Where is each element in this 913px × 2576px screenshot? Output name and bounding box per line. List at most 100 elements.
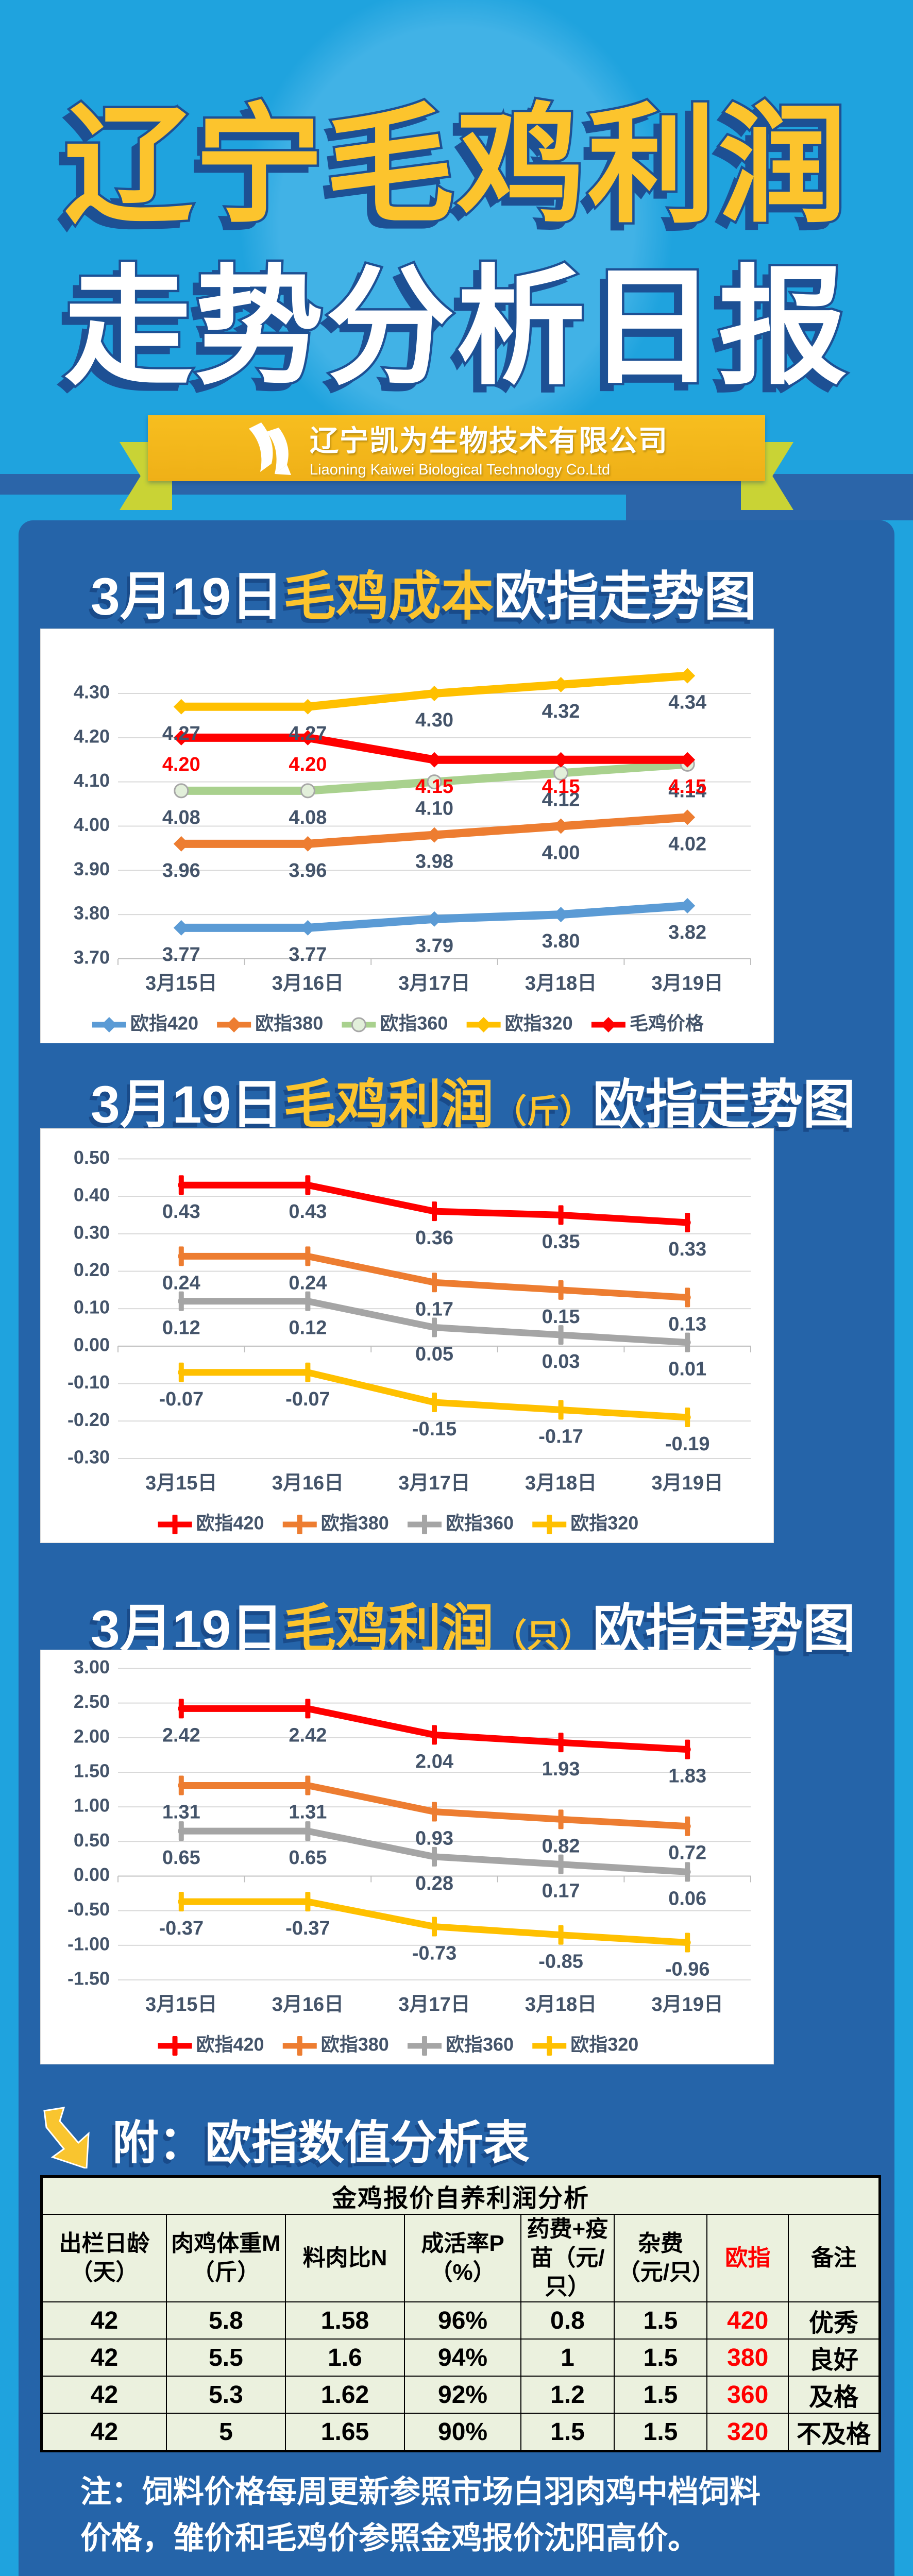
table-cell-r2c5: 1.5 <box>613 2376 708 2414</box>
legend-label: 欧指420 <box>196 1513 264 1534</box>
data-label: 1.93 <box>542 1758 580 1780</box>
table-header-col7: 备注 <box>788 2214 881 2302</box>
series-marker <box>427 911 442 927</box>
page-title-line1: 辽宁毛鸡利润 <box>62 92 850 240</box>
series-marker <box>685 1739 690 1759</box>
table-header-col6: 欧指 <box>706 2214 789 2302</box>
table-cell-r3c1: 5 <box>165 2413 286 2452</box>
x-tick-label: 3月19日 <box>651 973 723 994</box>
analysis-table-wrap: 金鸡报价自养利润分析 出栏日龄（天） 肉鸡体重M（斤） 料肉比N 成活率P（%） 药费+疫… <box>40 2175 881 2452</box>
series-marker <box>300 920 316 936</box>
series-marker <box>558 1205 564 1225</box>
data-label: 4.08 <box>289 807 327 828</box>
series-marker <box>685 1408 690 1428</box>
data-label: 0.12 <box>162 1317 200 1339</box>
data-label: 4.15 <box>542 776 580 798</box>
y-tick-label: -1.00 <box>67 1933 110 1954</box>
series-marker <box>427 686 442 701</box>
data-label: 0.43 <box>289 1201 327 1223</box>
series-marker <box>178 1892 184 1912</box>
data-label: 4.08 <box>162 807 200 828</box>
data-label: 0.12 <box>289 1317 327 1339</box>
data-label: 0.24 <box>289 1272 327 1294</box>
data-label: -0.37 <box>159 1918 204 1939</box>
series-marker <box>685 1933 690 1953</box>
data-label: 0.36 <box>415 1227 453 1249</box>
table-cell-r0c7: 优秀 <box>788 2301 881 2340</box>
series-marker <box>685 1212 690 1232</box>
legend-item: 欧指380 <box>282 2034 389 2056</box>
series-marker <box>558 1400 564 1420</box>
section-header-profit-bird: 3月19日毛鸡利润（只）欧指走势图 <box>91 1587 855 1663</box>
series-marker <box>305 1291 311 1311</box>
table-cell-r3c0: 42 <box>41 2413 167 2452</box>
x-tick-label: 3月16日 <box>272 1994 344 2015</box>
series-marker <box>432 1917 437 1937</box>
section2-highlight: 毛鸡利润 <box>283 1075 494 1134</box>
data-label: 0.01 <box>668 1359 706 1380</box>
chart-card-cost: 4.30 4.20 4.10 4.00 3.90 3.80 3.70 3.77 3.77 3.79… <box>40 629 774 1043</box>
series-marker <box>427 774 442 790</box>
series-marker <box>300 783 315 799</box>
chart-card-profit-bird: 3.00 2.50 2.00 1.50 1.00 0.50 0.00 -0.50 -1.00 -1… <box>40 1650 774 2064</box>
data-label: 2.42 <box>162 1724 200 1746</box>
series-marker <box>600 1017 616 1032</box>
data-label: -0.96 <box>665 1958 710 1980</box>
table-cell-r3c3: 90% <box>403 2413 522 2452</box>
data-label: -0.37 <box>285 1918 330 1939</box>
x-tick-label: 3月15日 <box>145 1472 217 1494</box>
data-label: 3.80 <box>542 930 580 952</box>
series-marker <box>432 1802 437 1822</box>
legend-label: 欧指360 <box>380 1013 448 1034</box>
series-marker <box>558 1280 564 1300</box>
data-label: 2.42 <box>289 1724 327 1746</box>
series-marker <box>305 1892 311 1912</box>
appendix-header: 附：欧指数值分析表 <box>39 2105 530 2172</box>
y-tick-label: 0.50 <box>74 1829 110 1851</box>
data-label: 4.30 <box>415 709 453 731</box>
legend-label: 欧指420 <box>196 2034 264 2055</box>
series-marker <box>685 1862 690 1882</box>
legend-label: 欧指420 <box>130 1013 198 1034</box>
series-marker <box>178 1699 184 1719</box>
table-cell-r1c5: 1.5 <box>613 2338 708 2377</box>
legend-label: 欧指360 <box>446 1513 514 1534</box>
series-marker <box>174 783 189 799</box>
y-tick-label: 4.10 <box>74 770 110 791</box>
y-tick-label: 3.80 <box>74 903 110 924</box>
series-marker <box>558 1925 564 1945</box>
series-marker <box>178 1246 184 1266</box>
table-cell-r2c2: 1.62 <box>284 2376 405 2414</box>
data-label: 4.02 <box>668 833 706 855</box>
y-tick-label: 2.00 <box>74 1725 110 1747</box>
x-tick-label: 3月19日 <box>651 1994 723 2015</box>
table-cell-r0c4: 0.8 <box>520 2301 615 2340</box>
series-marker <box>558 1809 564 1829</box>
y-tick-label: 0.50 <box>74 1147 110 1168</box>
series-marker <box>173 699 189 715</box>
series-marker <box>685 1332 690 1352</box>
table-cell-r1c1: 5.5 <box>165 2338 286 2377</box>
legend-item: 欧指320 <box>532 2034 638 2056</box>
table-row: 42 5 1.65 90% 1.5 1.5 320 不及格 <box>41 2413 881 2452</box>
legend-item: 欧指360 <box>342 1013 448 1034</box>
series-marker <box>558 1325 564 1345</box>
series-marker <box>427 827 442 843</box>
section-header-profit-jin: 3月19日毛鸡利润（斤）欧指走势图 <box>91 1062 855 1138</box>
legend-label: 欧指380 <box>321 1513 389 1534</box>
data-label: -0.73 <box>412 1943 457 1964</box>
data-label: 0.65 <box>162 1847 200 1869</box>
series-marker <box>178 1175 184 1195</box>
y-tick-label: 1.50 <box>74 1760 110 1781</box>
series-marker <box>173 920 189 936</box>
table-title: 金鸡报价自养利润分析 <box>41 2176 881 2215</box>
section1-date: 3月19日 <box>91 567 284 626</box>
profit-jin-line-chart: 0.50 0.40 0.30 0.20 0.10 0.00 -0.10 -0.20 -0.30 0… <box>67 1147 751 1534</box>
section2-date: 3月19日 <box>91 1075 284 1134</box>
table-header-col4: 药费+疫苗（元/只） <box>520 2214 615 2302</box>
legend-item: 欧指320 <box>532 1513 638 1534</box>
data-label: -0.15 <box>412 1418 457 1440</box>
table-cell-r1c3: 94% <box>403 2338 522 2377</box>
y-tick-label: 0.00 <box>74 1864 110 1885</box>
series-marker <box>305 1246 311 1266</box>
